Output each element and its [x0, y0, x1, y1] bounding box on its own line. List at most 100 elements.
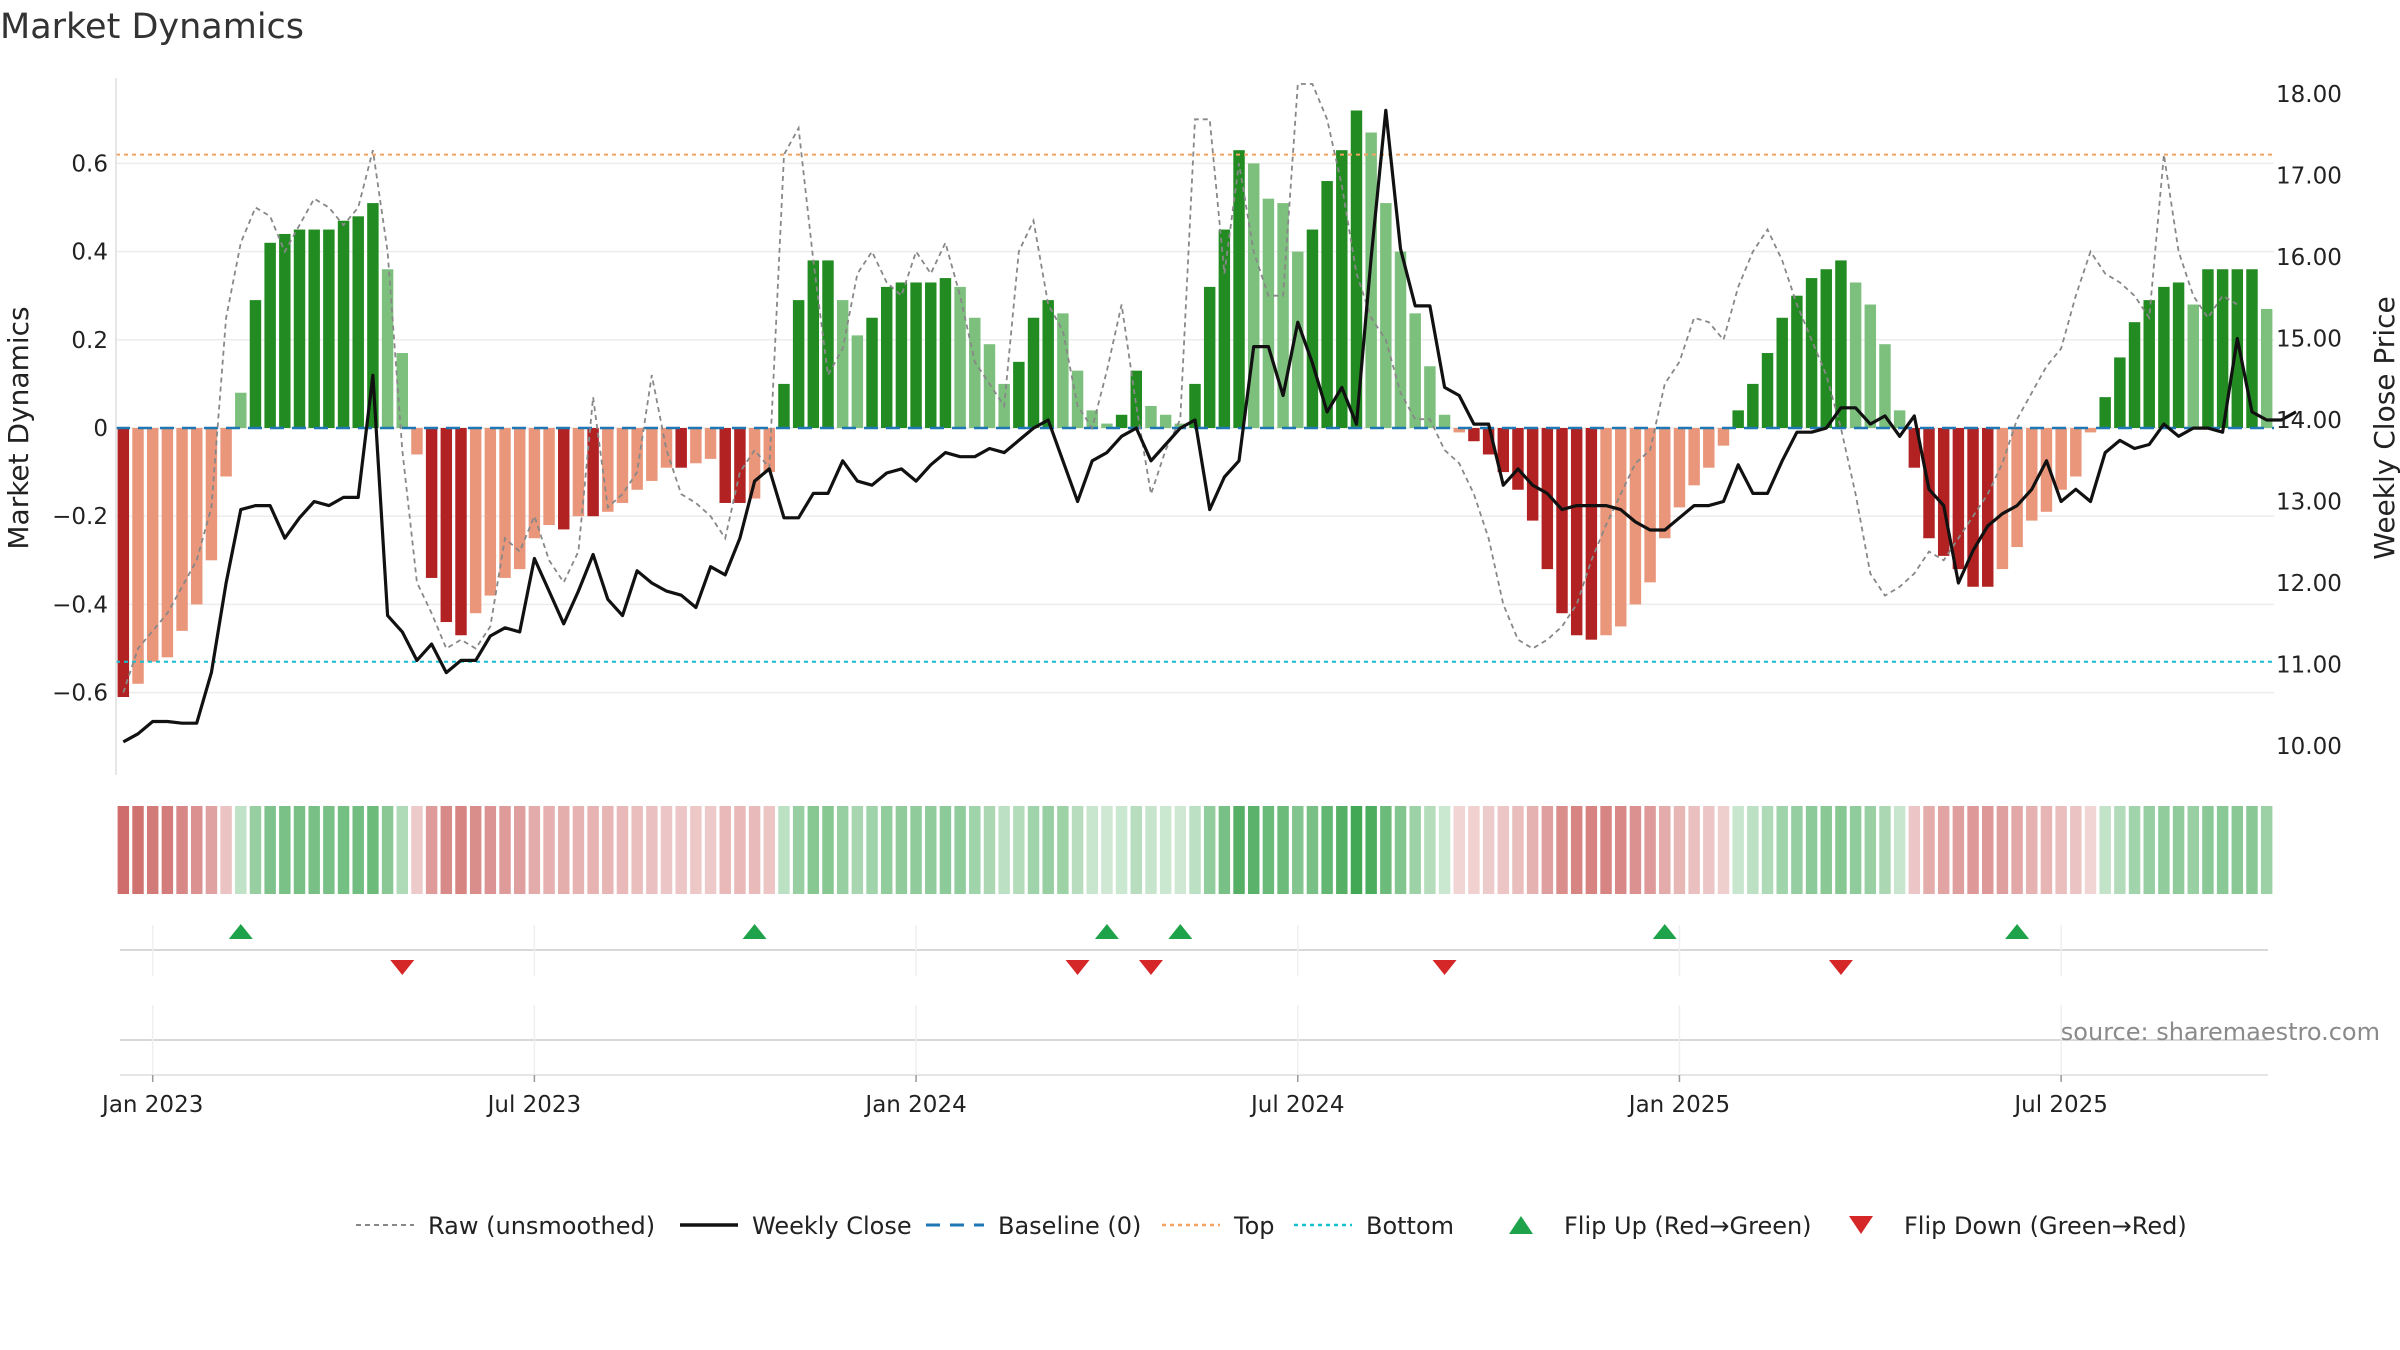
legend-label: Flip Down (Green→Red) [1904, 1212, 2187, 1240]
regime-cell [176, 806, 188, 894]
regime-cell [1673, 806, 1686, 894]
regime-cell [1159, 806, 1172, 894]
regime-cell [1747, 806, 1759, 894]
regime-cell [1086, 806, 1098, 894]
regime-cell [484, 806, 497, 894]
regime-cell [191, 806, 203, 894]
dynamics-bar [293, 229, 306, 428]
dynamics-bar [675, 428, 687, 468]
regime-cell [1629, 806, 1642, 894]
regime-cell [1659, 806, 1671, 894]
regime-cell [1820, 806, 1832, 894]
regime-cell [1879, 806, 1891, 894]
x-axis: Jan 2023 Jul 2023 Jan 2024 Jul 2024 Jan 2025… [100, 1075, 2108, 1118]
dynamics-bar [543, 428, 555, 526]
y2-axis-label: Weekly Close Price [2368, 296, 2400, 559]
regime-cell [719, 806, 731, 894]
y2-tick-label: 16.00 [2276, 245, 2342, 271]
y2-tick-label: 10.00 [2276, 734, 2342, 760]
dynamics-bar [1262, 198, 1275, 428]
dynamics-bar [1703, 428, 1715, 468]
regime-cell [998, 806, 1010, 894]
regime-cell [323, 806, 335, 894]
regime-cell [264, 806, 276, 894]
dynamics-bar [396, 353, 408, 428]
regime-cell [675, 806, 687, 894]
dynamics-bar [2202, 269, 2214, 428]
dynamics-bar [425, 428, 438, 578]
dynamics-bar [1835, 260, 1847, 428]
regime-cell [2055, 806, 2067, 894]
regime-cell [616, 806, 629, 894]
regime-cell [249, 806, 262, 894]
dynamics-bar [1233, 150, 1245, 429]
dynamics-bar [1321, 181, 1333, 428]
dynamics-bar [235, 392, 247, 428]
regime-cell [983, 806, 996, 894]
dynamics-bar [1336, 150, 1348, 429]
y2-tick-label: 17.00 [2276, 164, 2342, 190]
dynamics-bar [1071, 370, 1084, 428]
dynamics-bar [455, 428, 467, 636]
regime-cell [1497, 806, 1510, 894]
regime-cell [2143, 806, 2155, 894]
dynamics-bar [1644, 428, 1656, 583]
dynamics-bar [1556, 428, 1568, 614]
dynamics-bar [2143, 300, 2155, 428]
dynamics-bar [2055, 428, 2067, 490]
dynamics-bar [851, 335, 864, 428]
dynamics-bar [1482, 428, 1495, 455]
regime-cell [1101, 806, 1113, 894]
dynamics-bar [1101, 423, 1113, 428]
regime-cell [763, 806, 775, 894]
legend-label: Raw (unsmoothed) [428, 1212, 655, 1240]
y-tick-label: −0.2 [52, 504, 108, 530]
dynamics-bar [469, 428, 482, 614]
x-tick-label: Jul 2025 [2012, 1092, 2108, 1118]
regime-cell [572, 806, 585, 894]
x-tick-label: Jan 2024 [863, 1092, 966, 1118]
dynamics-bar [866, 317, 878, 428]
weekly-close-line [122, 108, 2297, 744]
dynamics-bar [1585, 428, 1598, 640]
flip-down-marker [1432, 960, 1457, 975]
dynamics-bar [381, 269, 394, 428]
dynamics-bar [2158, 286, 2170, 428]
regime-cell [1600, 806, 1612, 894]
regime-cell [1424, 806, 1436, 894]
dynamics-bar [1747, 383, 1759, 428]
y-tick-label: 0.6 [71, 151, 108, 177]
dynamics-bar [1247, 163, 1260, 428]
regime-cell [954, 806, 966, 894]
regime-cell [499, 806, 511, 894]
regime-cell [2202, 806, 2214, 894]
dynamics-bar [1453, 428, 1465, 433]
regime-cell [425, 806, 438, 894]
dynamics-bar [2172, 282, 2185, 428]
regime-cell [2128, 806, 2141, 894]
regime-cell [1247, 806, 1260, 894]
dynamics-bar [2084, 428, 2097, 433]
regime-cell [1057, 806, 1069, 894]
dynamics-bar [1732, 410, 1744, 428]
regime-cell [602, 806, 614, 894]
dynamics-bar [1424, 366, 1436, 428]
y-tick-label: 0.2 [71, 328, 108, 354]
regime-cell [1776, 806, 1788, 894]
regime-cell [161, 806, 174, 894]
legend-flip-down-icon [1849, 1216, 1873, 1234]
dynamics-bar [1600, 428, 1612, 636]
dynamics-bar [146, 428, 159, 662]
dynamics-bar [1174, 423, 1187, 428]
regime-cell [455, 806, 467, 894]
regime-cell [1306, 806, 1319, 894]
regime-cell [895, 806, 908, 894]
legend-label: Baseline (0) [998, 1212, 1141, 1240]
dynamics-bar [719, 428, 731, 503]
dynamics-bar [1908, 428, 1921, 468]
regime-cell [2040, 806, 2053, 894]
dynamics-bar [176, 428, 188, 631]
dynamics-bar [2216, 269, 2229, 428]
flip-up-marker [2005, 924, 2030, 939]
dynamics-bar [925, 282, 937, 428]
